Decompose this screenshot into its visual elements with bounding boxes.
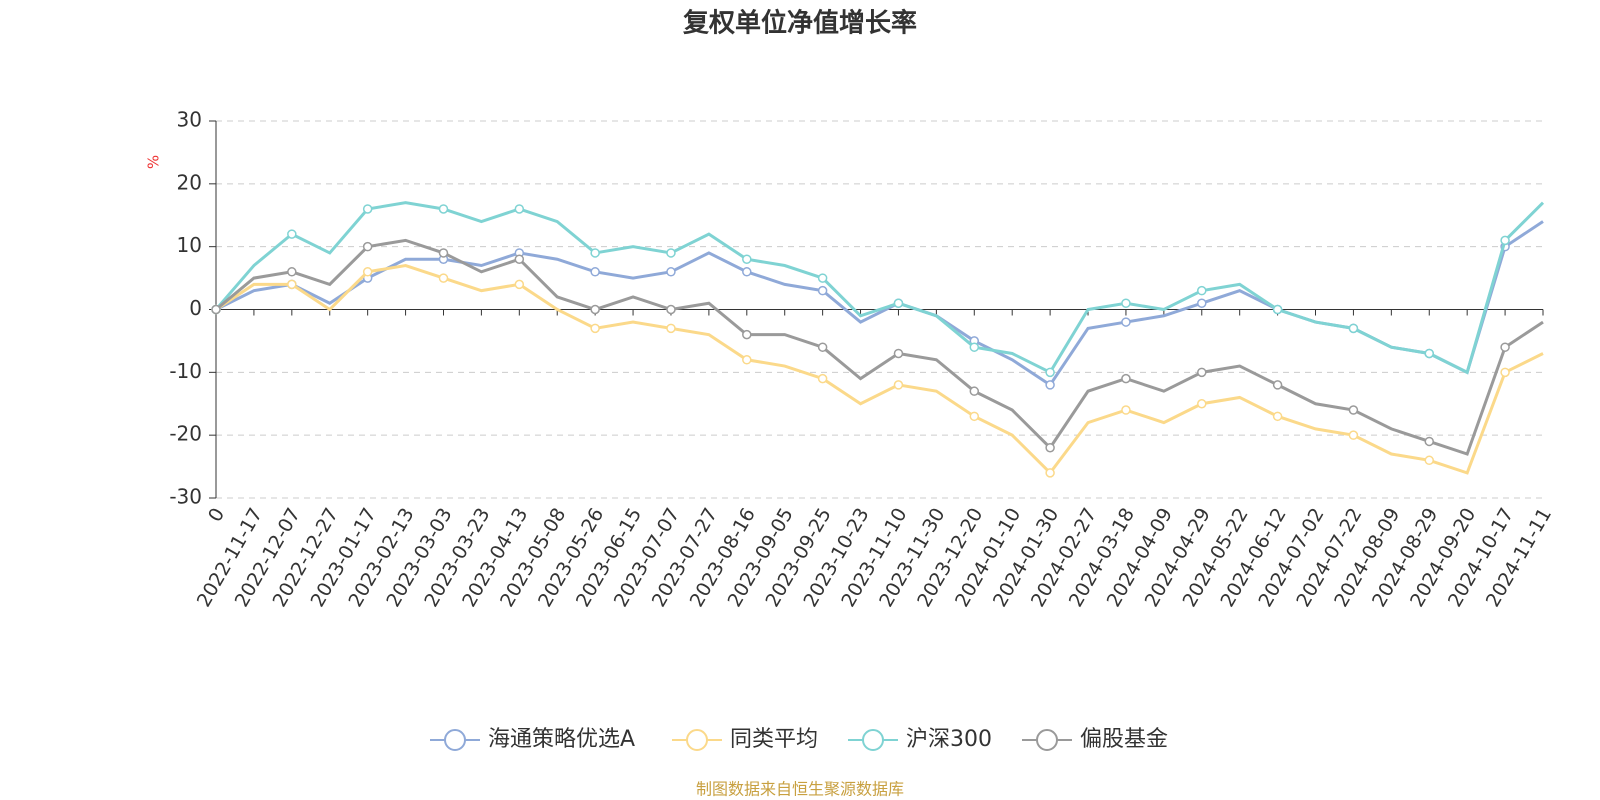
point: [1045, 367, 1055, 378]
point: [1500, 235, 1510, 246]
point: [438, 204, 449, 214]
point: [742, 254, 752, 264]
legend-item: 同类平均: [672, 727, 818, 752]
point: [893, 298, 904, 308]
point: [1272, 411, 1283, 422]
chart-title: 复权单位净值增长率: [683, 8, 917, 39]
series-line: [215, 220, 1544, 387]
point: [817, 342, 828, 352]
point: [211, 304, 221, 315]
series-line: [215, 238, 1544, 456]
point: [1197, 399, 1207, 409]
y-tick-label: -10: [169, 359, 202, 383]
point: [1121, 405, 1131, 415]
point: [817, 285, 828, 296]
legend-item: 偏股基金: [1022, 727, 1168, 752]
y-tick-label: 0: [189, 296, 202, 320]
point: [1272, 380, 1283, 390]
y-unit: %: [145, 155, 163, 169]
legend-label: 偏股基金: [1080, 727, 1168, 752]
point: [1121, 298, 1131, 308]
point: [666, 304, 676, 315]
point: [438, 248, 449, 258]
point: [1121, 317, 1131, 327]
point: [287, 267, 297, 277]
y-tick-label: -30: [169, 485, 202, 509]
point: [287, 229, 297, 239]
point: [969, 386, 980, 396]
y-tick-label: -20: [169, 422, 202, 446]
legend-marker: [444, 729, 466, 751]
point: [1348, 323, 1359, 334]
point: [1197, 367, 1207, 378]
series-line: [215, 263, 1544, 476]
point: [1272, 304, 1283, 315]
point: [666, 267, 676, 277]
point: [817, 273, 828, 283]
point: [893, 380, 904, 390]
point: [1348, 405, 1359, 415]
point: [742, 329, 752, 340]
point: [817, 373, 828, 384]
point: [1424, 348, 1435, 359]
point: [1500, 367, 1510, 378]
point: [1348, 430, 1359, 440]
point: [590, 248, 600, 258]
point: [1045, 468, 1055, 478]
legend-item: 沪深300: [848, 727, 992, 752]
point: [666, 248, 676, 258]
point: [1045, 442, 1055, 453]
point: [1500, 342, 1510, 352]
series-line: [214, 201, 1545, 375]
y-tick-label: 10: [177, 233, 202, 257]
point: [362, 204, 373, 214]
point: [590, 304, 600, 315]
legend-label: 同类平均: [730, 727, 818, 752]
legend-marker: [1036, 729, 1058, 751]
legend-marker: [686, 729, 708, 751]
point: [287, 279, 297, 290]
point: [514, 279, 525, 290]
point: [590, 323, 600, 334]
point: [590, 267, 600, 277]
point: [1197, 298, 1207, 308]
point: [1424, 436, 1435, 447]
point: [969, 411, 980, 422]
point: [969, 342, 980, 352]
legend-label: 沪深300: [906, 727, 992, 752]
y-tick-label: 20: [177, 170, 202, 194]
source: 制图数据来自恒生聚源数据库: [696, 780, 904, 799]
point: [666, 323, 676, 334]
x-tick-label: 0: [204, 504, 229, 525]
y-tick-label: 30: [177, 108, 202, 132]
point: [1121, 373, 1131, 384]
point: [362, 241, 373, 252]
point: [742, 355, 752, 365]
point: [1197, 285, 1207, 296]
point: [514, 254, 525, 264]
point: [1045, 380, 1055, 390]
point: [1424, 455, 1435, 466]
legend-label: 海通策略优选A: [488, 727, 635, 752]
point: [893, 348, 904, 359]
point: [362, 267, 373, 277]
legend-item: 海通策略优选A: [430, 727, 635, 752]
point: [742, 267, 752, 277]
point: [438, 273, 449, 283]
legend-marker: [862, 729, 884, 751]
point: [514, 204, 525, 214]
